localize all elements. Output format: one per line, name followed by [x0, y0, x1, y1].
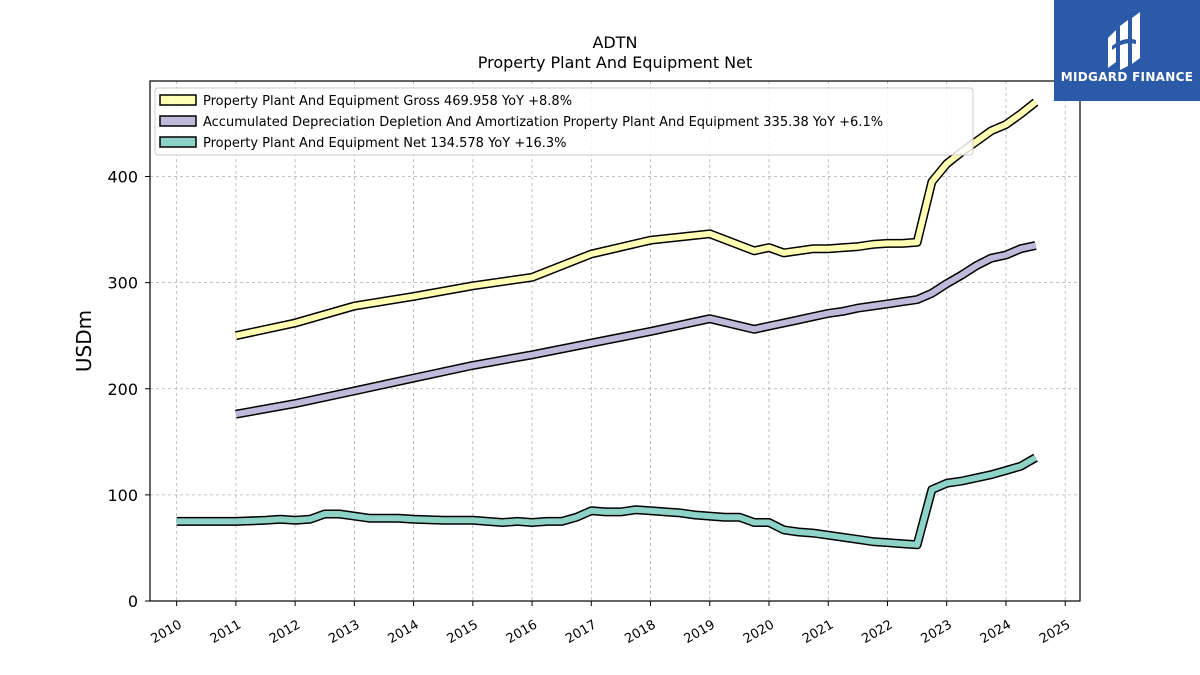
series-layer: [176, 98, 1039, 550]
x-tick-label: 2021: [800, 617, 836, 647]
y-tick-label: 300: [107, 274, 138, 293]
legend-swatch: [159, 94, 197, 106]
x-tick-label: 2013: [326, 617, 362, 647]
x-tick-label: 2010: [148, 617, 184, 647]
series-line-core: [176, 455, 1038, 548]
x-tick-label: 2011: [208, 617, 244, 647]
title-block: ADTN Property Plant And Equipment Net: [478, 33, 753, 72]
legend: Property Plant And Equipment Gross 469.9…: [154, 87, 974, 156]
y-tick-label: 100: [107, 486, 138, 505]
x-tick-label: 2019: [682, 617, 718, 647]
legend-swatch: [159, 136, 197, 148]
x-tick-label: 2017: [563, 617, 599, 647]
legend-swatch: [159, 115, 197, 127]
x-tick-label: 2025: [1037, 617, 1073, 647]
logo-mark-icon: [1108, 12, 1140, 70]
legend-label: Property Plant And Equipment Gross 469.9…: [203, 94, 572, 109]
x-tick-label: 2024: [978, 617, 1014, 647]
y-tick-label: 0: [128, 592, 138, 611]
x-tick-label: 2020: [741, 617, 777, 647]
series-line-core: [235, 242, 1037, 418]
x-tick-label: 2012: [267, 617, 303, 647]
legend-label: Property Plant And Equipment Net 134.578…: [203, 136, 567, 151]
legend-box: [154, 87, 974, 156]
series-outline: [176, 453, 1038, 550]
x-tick-label: 2015: [445, 617, 481, 647]
y-tick-label: 400: [107, 168, 138, 187]
x-tick-label: 2016: [504, 617, 540, 647]
x-tick-label: 2018: [622, 617, 658, 647]
y-tick-label: 200: [107, 380, 138, 399]
chart-title: ADTN: [592, 33, 637, 52]
midgard-finance-logo: MIDGARD FINANCE: [1054, 0, 1200, 101]
x-tick-label: 2014: [385, 617, 421, 647]
series-line-3: [176, 453, 1038, 550]
x-tick-label: 2022: [859, 617, 895, 647]
legend-label: Accumulated Depreciation Depletion And A…: [203, 115, 883, 130]
y-axis-label: USDm: [72, 310, 96, 372]
logo-text: MIDGARD FINANCE: [1060, 70, 1194, 84]
plot-frame: [149, 80, 1081, 602]
x-tick-label: 2023: [919, 617, 955, 647]
chart-subtitle: Property Plant And Equipment Net: [478, 53, 753, 72]
series-line-2: [235, 241, 1037, 419]
